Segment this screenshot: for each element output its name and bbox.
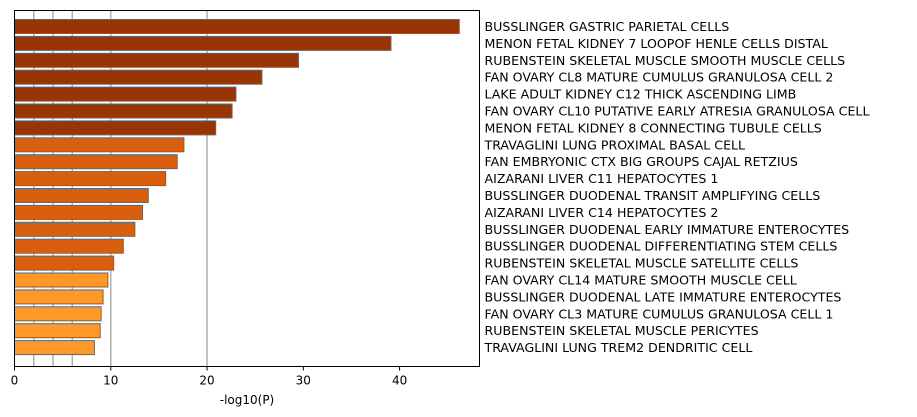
bar <box>14 204 144 220</box>
category-label: FAN OVARY CL3 MATURE CUMULUS GRANULOSA C… <box>485 306 834 321</box>
category-label: FAN OVARY CL14 MATURE SMOOTH MUSCLE CELL <box>485 273 797 288</box>
bar <box>14 103 233 119</box>
bar <box>14 188 149 203</box>
category-label: LAKE ADULT KIDNEY C12 THICK ASCENDING LI… <box>485 87 797 102</box>
bar <box>14 19 460 34</box>
category-label: FAN OVARY CL10 PUTATIVE EARLY ATRESIA GR… <box>485 104 870 119</box>
bar <box>14 120 217 136</box>
category-label: TRAVAGLINI LUNG PROXIMAL BASAL CELL <box>484 137 746 152</box>
bar <box>14 238 124 254</box>
x-tick-label: 10 <box>103 374 118 388</box>
category-label: AIZARANI LIVER C11 HEPATOCYTES 1 <box>485 171 719 186</box>
bar <box>14 35 392 51</box>
category-label: BUSSLINGER DUODENAL EARLY IMMATURE ENTER… <box>485 222 850 237</box>
x-axis-label: -log10(P) <box>220 393 275 407</box>
bar <box>14 171 167 187</box>
category-label: RUBENSTEIN SKELETAL MUSCLE SATELLITE CEL… <box>485 256 799 271</box>
x-tick-label: 0 <box>11 374 19 388</box>
plot-frame <box>14 10 480 367</box>
bar <box>14 86 237 102</box>
bar <box>14 154 178 170</box>
category-label: BUSSLINGER DUODENAL DIFFERENTIATING STEM… <box>485 239 838 254</box>
category-label: BUSSLINGER GASTRIC PARIETAL CELLS <box>485 19 730 34</box>
category-label: RUBENSTEIN SKELETAL MUSCLE SMOOTH MUSCLE… <box>485 53 846 68</box>
category-label: BUSSLINGER DUODENAL TRANSIT AMPLIFYING C… <box>485 188 821 203</box>
bar <box>14 289 104 305</box>
category-label: FAN OVARY CL8 MATURE CUMULUS GRANULOSA C… <box>485 70 834 85</box>
x-axis: 0 10 20 30 40 <box>11 366 407 388</box>
x-tick-label: 40 <box>392 374 407 388</box>
bar <box>14 221 136 237</box>
bar <box>14 255 115 271</box>
bar <box>14 52 300 68</box>
bar <box>14 69 263 85</box>
bar <box>14 306 102 322</box>
bar <box>14 137 185 153</box>
bar <box>14 340 95 356</box>
category-label: TRAVAGLINI LUNG TREM2 DENDRITIC CELL <box>484 340 753 355</box>
bar <box>14 323 101 339</box>
category-label: MENON FETAL KIDNEY 7 LOOPOF HENLE CELLS … <box>485 36 828 51</box>
bars <box>14 19 460 356</box>
category-label: BUSSLINGER DUODENAL LATE IMMATURE ENTERO… <box>485 289 842 304</box>
category-labels: BUSSLINGER GASTRIC PARIETAL CELLS MENON F… <box>484 19 870 355</box>
category-label: FAN EMBRYONIC CTX BIG GROUPS CAJAL RETZI… <box>485 154 798 169</box>
bar <box>14 272 109 288</box>
category-label: AIZARANI LIVER C14 HEPATOCYTES 2 <box>485 205 719 220</box>
x-tick-label: 30 <box>296 374 311 388</box>
category-label: RUBENSTEIN SKELETAL MUSCLE PERICYTES <box>485 323 759 338</box>
category-label: MENON FETAL KIDNEY 8 CONNECTING TUBULE C… <box>485 120 822 135</box>
x-tick-label: 20 <box>199 374 214 388</box>
